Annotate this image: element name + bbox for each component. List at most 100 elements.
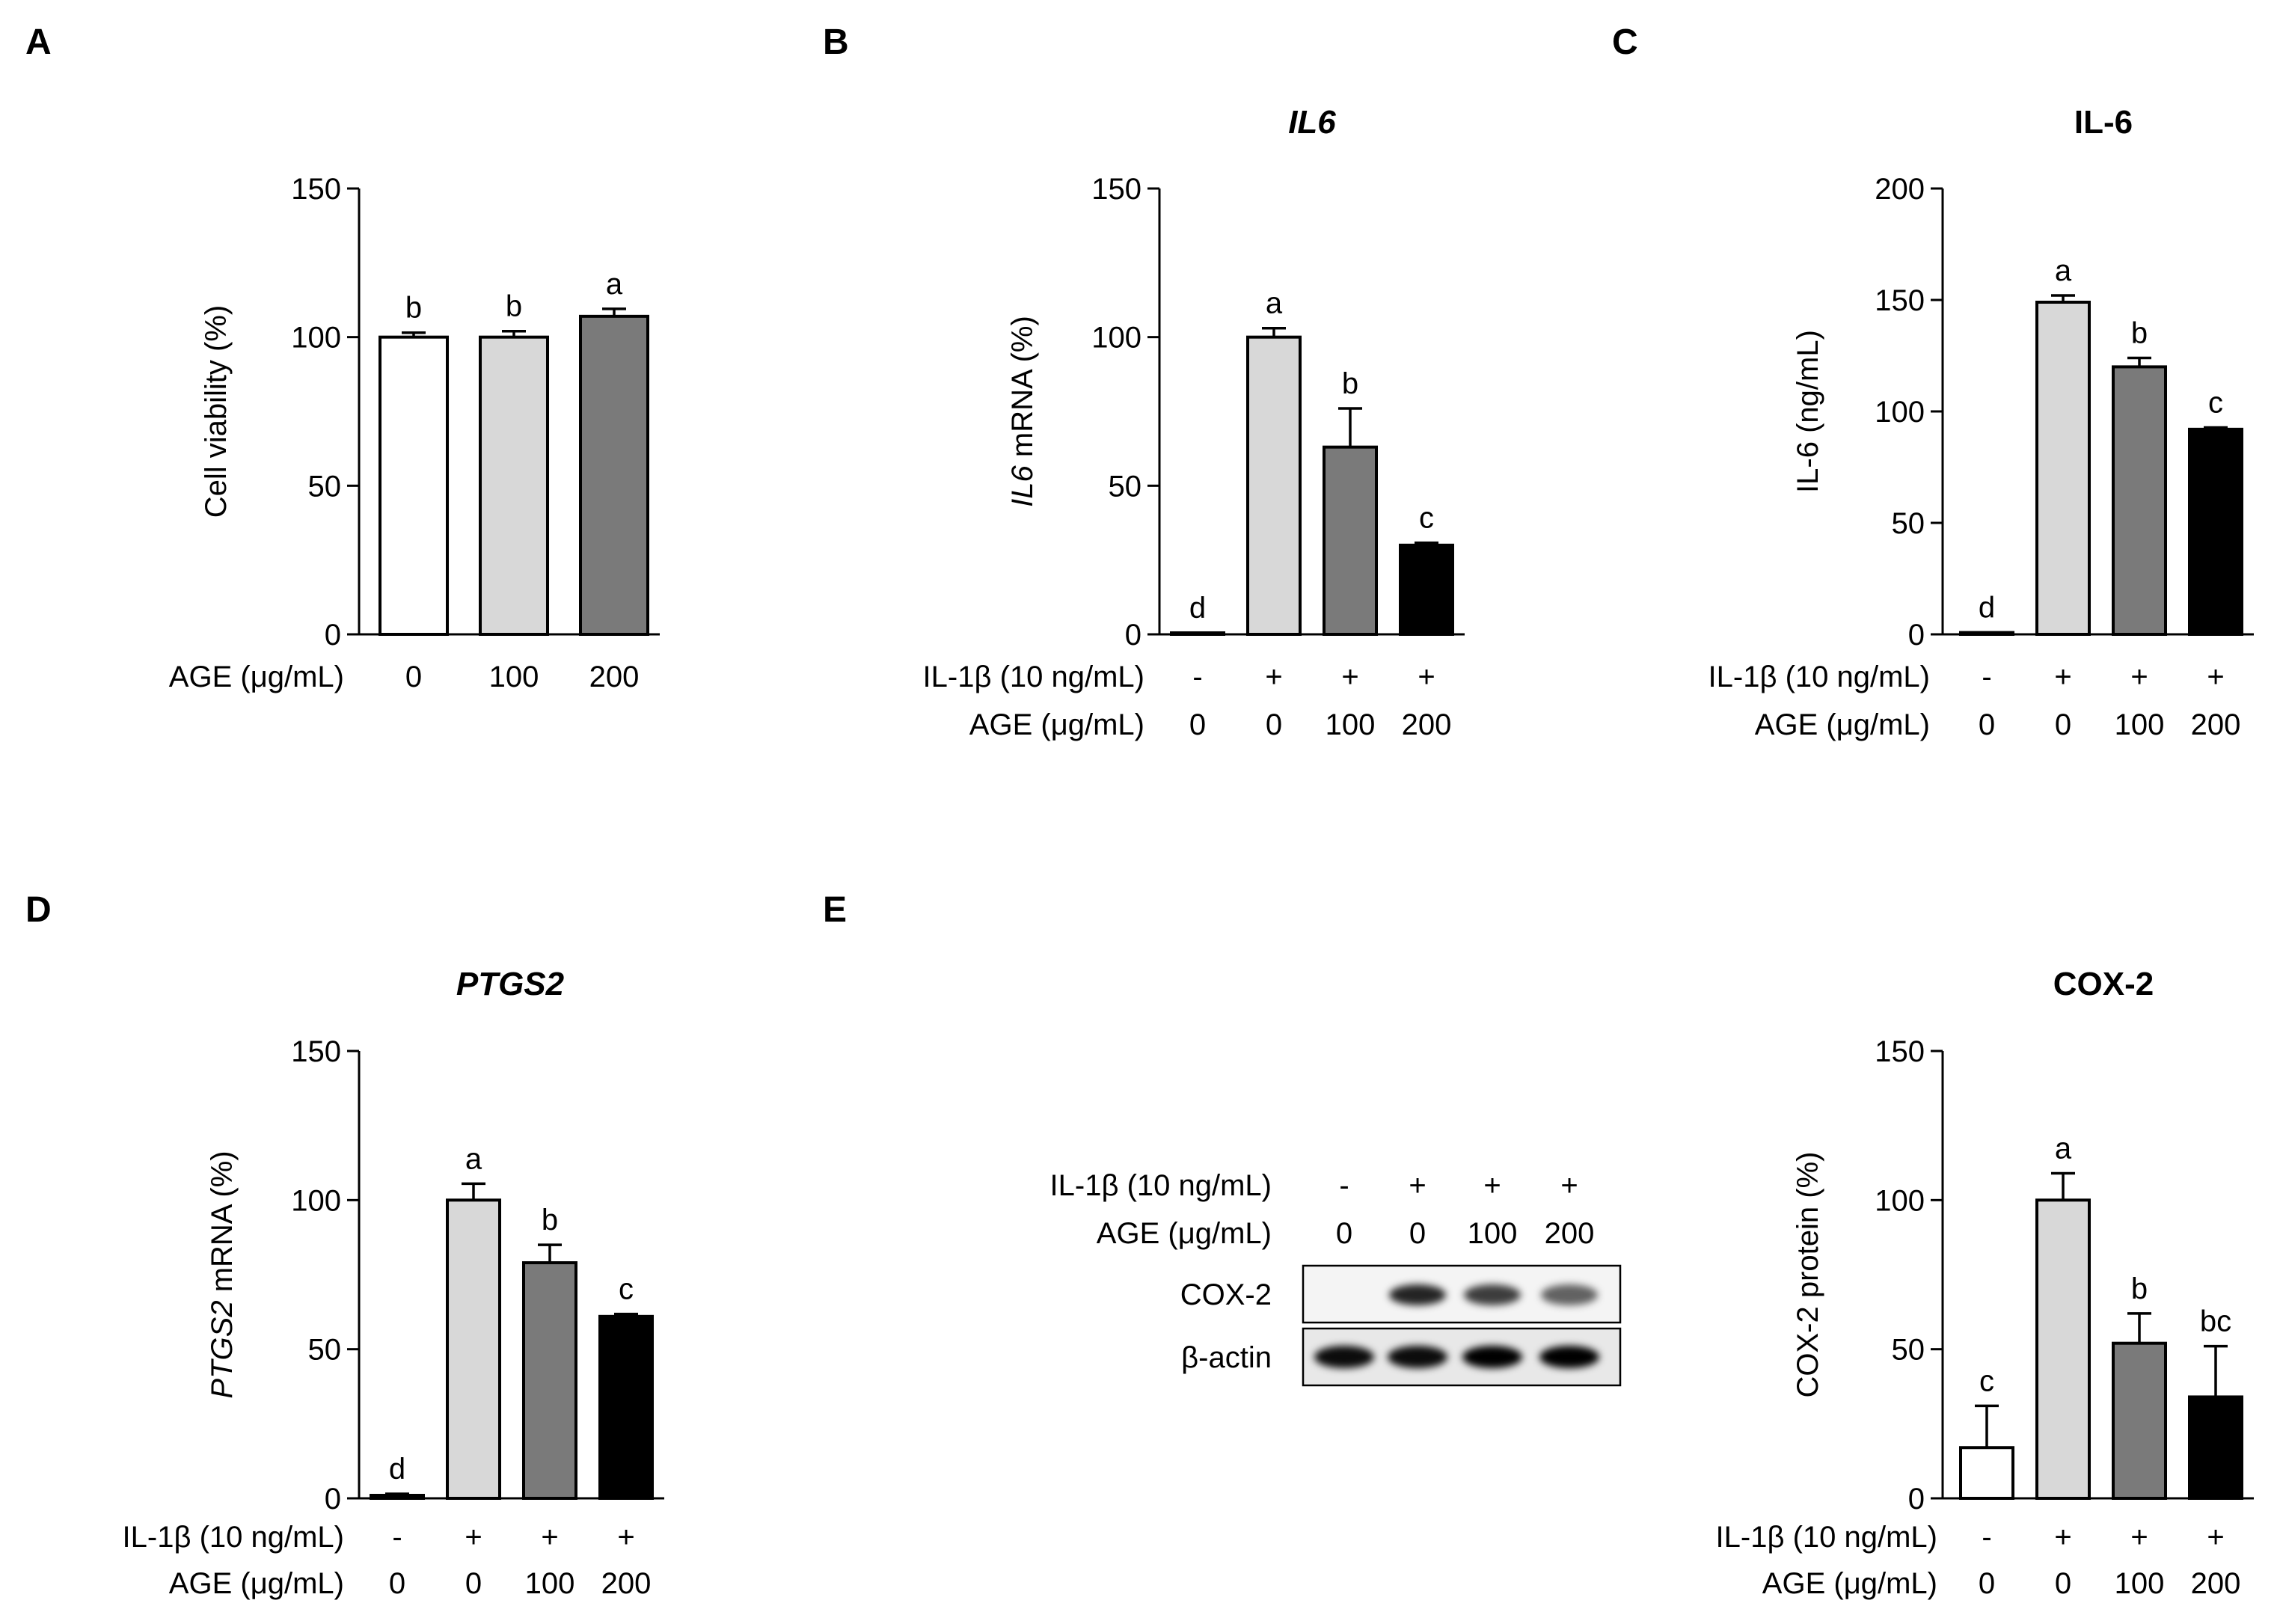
panel-d-significance-letter: c — [619, 1273, 634, 1306]
panel-e-condition-value: - — [1982, 1521, 1991, 1554]
panel-c-significance-letter: c — [2208, 386, 2223, 419]
panel-a-y-tick-label: 100 — [291, 322, 341, 355]
panel-e-bar — [2188, 1395, 2243, 1501]
panel-b-condition-value: 200 — [1402, 708, 1452, 741]
panel-c-y-tick-label: 0 — [1908, 619, 1925, 652]
blot-band-cox2 — [1541, 1284, 1598, 1305]
panel-d-condition-value: - — [392, 1521, 402, 1554]
panel-e-condition-value: + — [2054, 1521, 2071, 1554]
blot-row-label-age: AGE (μg/mL) — [1097, 1217, 1272, 1250]
panel-d-condition-value: 200 — [601, 1567, 652, 1600]
blot-band-cox2 — [1464, 1284, 1521, 1305]
western-blot: IL-1β (10 ng/mL) AGE (μg/mL) - + + +0 0 100 20… — [1050, 1169, 1622, 1387]
panel-d-y-tick-label: 0 — [325, 1483, 341, 1516]
panel-c-condition-label: IL-1β (10 ng/mL) — [1709, 661, 1930, 693]
panel-d-condition-value: 0 — [389, 1567, 405, 1600]
panel-e-significance-letter: c — [1979, 1364, 1994, 1397]
panel-a-significance-letter: a — [606, 268, 623, 301]
panel-letter-e: E — [823, 890, 847, 930]
blot-condition-value: + — [1560, 1169, 1578, 1202]
panel-c-bar — [2112, 365, 2167, 636]
panel-e-condition-value: 0 — [1979, 1567, 1995, 1600]
panel-a-bar — [479, 335, 549, 636]
panel-d-condition-label: AGE (μg/mL) — [169, 1567, 344, 1600]
panel-b-y-tick-label: 100 — [1091, 322, 1141, 355]
panel-a-bar — [379, 335, 449, 636]
panel-a-y-label: Cell viability (%) — [200, 305, 233, 518]
panel-d-condition-label: IL-1β (10 ng/mL) — [123, 1521, 344, 1554]
panel-a-y-tick-label: 150 — [291, 173, 341, 206]
blot-band-actin — [1314, 1346, 1374, 1368]
blot-condition-value: + — [1409, 1169, 1426, 1202]
chart-panel-c: IL-6 0 50 100 150 200 IL-6 (ng/mL) d a b c IL-1β (1… — [1709, 104, 2254, 741]
panel-b-condition-value: + — [1265, 661, 1282, 693]
panel-e-y-tick-label: 50 — [1892, 1334, 1925, 1367]
blot-band-cox2 — [1389, 1284, 1446, 1305]
panel-c-condition-value: + — [2054, 661, 2071, 693]
blot-condition-value: - — [1339, 1169, 1349, 1202]
panel-e-condition-value: 200 — [2191, 1567, 2241, 1600]
panel-c-condition-value: 200 — [2191, 708, 2241, 741]
panel-a-condition-value: 0 — [405, 661, 422, 693]
panel-d-bar — [446, 1198, 501, 1501]
panel-e-title: COX-2 — [2053, 966, 2154, 1002]
panel-d-significance-letter: b — [542, 1204, 558, 1237]
blot-condition-value: 0 — [1336, 1217, 1352, 1250]
panel-c-condition-value: + — [2207, 661, 2224, 693]
panel-d-bar — [598, 1314, 654, 1501]
panel-b-title: IL6 — [1288, 104, 1336, 141]
panel-d-y-label: PTGS2 mRNA (%) — [206, 1150, 239, 1398]
panel-e-bar — [2112, 1341, 2167, 1501]
panel-c-significance-letter: b — [2131, 316, 2148, 349]
panel-d-bar — [522, 1261, 577, 1500]
blot-condition-value: 100 — [1468, 1217, 1518, 1250]
panel-c-title: IL-6 — [2074, 104, 2133, 141]
panel-d-condition-value: + — [617, 1521, 634, 1554]
chart-panel-b: IL6 0 50 100 150 IL6 mRNA (%) d a b c IL-1β (10 ng… — [923, 104, 1465, 741]
panel-b-condition-value: 0 — [1189, 708, 1206, 741]
panel-b-condition-value: 0 — [1266, 708, 1282, 741]
panel-a-condition-value: 100 — [489, 661, 539, 693]
panel-c-condition-value: 0 — [1979, 708, 1995, 741]
panel-b-significance-letter: c — [1419, 502, 1434, 535]
panel-d-condition-value: 0 — [465, 1567, 482, 1600]
panel-e-significance-letter: bc — [2200, 1305, 2231, 1338]
panel-b-y-label: IL6 mRNA (%) — [1006, 316, 1039, 507]
blot-band-label-cox2: COX-2 — [1180, 1278, 1272, 1311]
panel-c-y-tick-label: 200 — [1875, 173, 1925, 206]
panel-c-y-label: IL-6 (ng/mL) — [1792, 330, 1824, 493]
panel-e-bar — [1959, 1446, 2014, 1501]
panel-c-condition-value: 100 — [2115, 708, 2165, 741]
panel-b-significance-letter: a — [1266, 287, 1283, 320]
panel-e-bar — [2035, 1198, 2091, 1501]
chart-panel-d: PTGS2 0 50 100 150 PTGS2 mRNA (%) d a b c IL-1β (1… — [123, 966, 664, 1600]
panel-e-condition-value: + — [2207, 1521, 2224, 1554]
panel-e-y-tick-label: 100 — [1875, 1184, 1925, 1217]
panel-b-bar — [1246, 335, 1302, 636]
panel-b-bar — [1399, 543, 1454, 636]
blot-frame-cox2 — [1302, 1264, 1622, 1324]
panel-e-condition-label: AGE (μg/mL) — [1762, 1567, 1937, 1600]
blot-condition-value: 0 — [1409, 1217, 1426, 1250]
panel-b-significance-letter: b — [1342, 367, 1358, 400]
blot-condition-value: 200 — [1545, 1217, 1595, 1250]
panel-e-y-tick-label: 150 — [1875, 1035, 1925, 1068]
panel-a-bar — [579, 314, 649, 636]
panel-a-y-tick-label: 50 — [308, 470, 342, 503]
panel-c-bar — [2188, 427, 2243, 637]
panel-letter-d: D — [25, 890, 52, 930]
panel-c-condition-value: + — [2130, 661, 2148, 693]
panel-c-condition-value: 0 — [2055, 708, 2071, 741]
panel-c-y-tick-label: 100 — [1875, 396, 1925, 429]
blot-band-actin — [1539, 1346, 1599, 1368]
panel-c-condition-label: AGE (μg/mL) — [1755, 708, 1930, 741]
blot-band-label-actin: β-actin — [1181, 1341, 1272, 1374]
panel-b-y-tick-label: 150 — [1091, 173, 1141, 206]
panel-b-condition-value: + — [1418, 661, 1435, 693]
panel-letter-c: C — [1612, 22, 1638, 62]
panel-d-y-tick-label: 150 — [291, 1035, 341, 1068]
panel-e-condition-label: IL-1β (10 ng/mL) — [1716, 1521, 1937, 1554]
chart-panel-a: 0 50 100 150 Cell viability (%) b b a AGE (μg/mL… — [169, 173, 660, 693]
panel-e-condition-value: 100 — [2115, 1567, 2165, 1600]
panel-a-significance-letter: b — [506, 290, 522, 323]
